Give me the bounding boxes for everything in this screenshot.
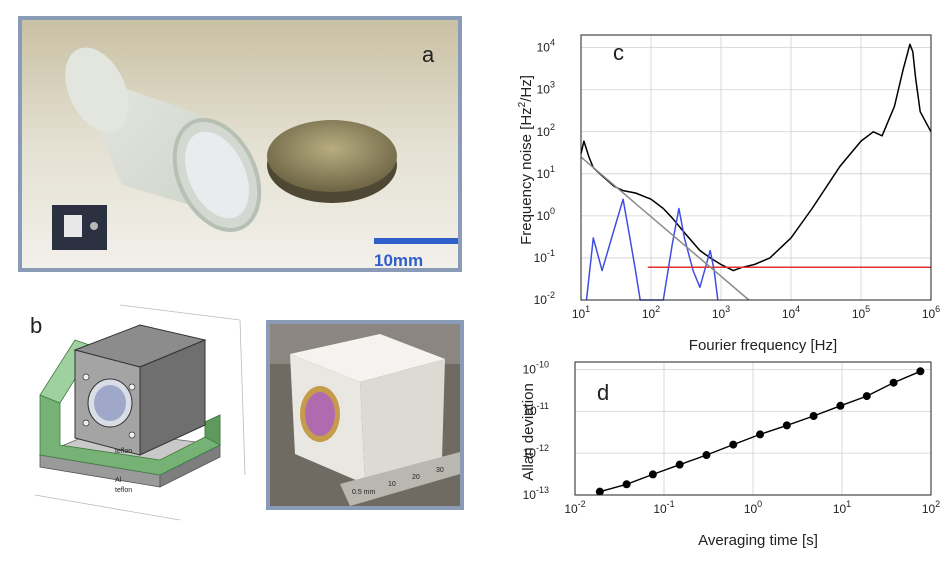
c-x-tick-label: 104 — [782, 304, 800, 321]
teflon-cube-photo: 0.5 mm 10 20 30 — [270, 324, 460, 506]
c-series-1-line — [585, 198, 719, 301]
c-y-tick-label: 101 — [537, 164, 555, 181]
d-data-point — [648, 470, 657, 479]
scale-bar-label: 10mm — [374, 251, 423, 268]
scale-bar — [374, 238, 458, 244]
d-y-tick-label: 10-12 — [523, 443, 549, 460]
label-al: Al — [115, 477, 122, 484]
chart-d: 10-2 10-1 100 101 102 10-13 10-12 10-11 10-10 A… — [520, 360, 940, 549]
c-x-tick-label: 105 — [852, 304, 870, 321]
c-y-tick-label: 102 — [537, 122, 555, 139]
cad-drawing: teflon Al teflon — [34, 304, 246, 521]
c-x-tick-label: 101 — [572, 304, 590, 321]
small-cube — [52, 205, 107, 250]
d-data-point — [729, 440, 738, 449]
c-series-0-line — [580, 43, 932, 272]
c-y-tick-label: 10-1 — [534, 248, 555, 265]
d-data-point — [595, 487, 604, 496]
c-x-tick-label: 102 — [642, 304, 660, 321]
ruler-mark-2: 20 — [412, 474, 420, 481]
c-x-tick-label: 106 — [922, 304, 940, 321]
chart-d-grid — [574, 362, 932, 496]
d-data-point — [782, 421, 791, 430]
d-data-point — [622, 480, 631, 489]
coin — [267, 120, 397, 203]
d-data-point — [756, 430, 765, 439]
chart-c-x-ticks: 101 102 103 104 105 106 — [572, 304, 940, 321]
panel-a-photo: 10mm a — [18, 16, 462, 272]
c-y-tick-label: 103 — [537, 80, 555, 97]
d-data-point — [862, 392, 871, 401]
chart-d-x-ticks: 10-2 10-1 100 101 102 — [564, 499, 940, 516]
c-y-tick-label: 100 — [537, 206, 555, 223]
chart-d-xlabel: Averaging time [s] — [698, 532, 818, 549]
chart-d-frame — [574, 361, 932, 496]
panel-letter-c: c — [613, 40, 624, 65]
label-teflon-front: teflon — [115, 448, 132, 455]
chart-c-xlabel: Fourier frequency [Hz] — [689, 337, 837, 354]
chart-d-ylabel: Allan deviation — [520, 383, 537, 481]
d-data-point — [836, 401, 845, 410]
c-series-3-line — [580, 156, 750, 301]
d-x-tick-label: 10-2 — [564, 499, 585, 516]
chart-c-ylabel: Frequency noise [Hz2/Hz] — [517, 75, 535, 245]
d-y-tick-label: 10-10 — [523, 360, 549, 376]
panel-letter-a: a — [422, 42, 435, 67]
d-x-tick-label: 101 — [833, 499, 851, 516]
ruler-mark-0: 0.5 mm — [352, 489, 376, 496]
panel-b-photo: 0.5 mm 10 20 30 — [266, 320, 464, 510]
d-data-point — [809, 412, 818, 421]
label-teflon-base: teflon — [115, 487, 132, 494]
d-x-tick-label: 102 — [922, 499, 940, 516]
d-data-point — [889, 378, 898, 387]
ruler-mark-3: 30 — [436, 467, 444, 474]
chart-c-series-group — [580, 43, 932, 301]
c-y-tick-label: 10-2 — [534, 290, 555, 307]
panel-a-illustration: 10mm a — [22, 20, 458, 268]
c-x-tick-label: 103 — [712, 304, 730, 321]
glass-cylinder — [65, 47, 262, 232]
ruler-mark-1: 10 — [388, 481, 396, 488]
chart-d-y-ticks: 10-13 10-12 10-11 10-10 — [523, 360, 549, 502]
panel-letter-d: d — [597, 380, 609, 405]
chart-d-series-group — [595, 367, 925, 496]
c-y-tick-label: 104 — [537, 38, 555, 55]
d-y-tick-label: 10-13 — [523, 485, 549, 502]
chart-c-y-ticks: 10-2 10-1 100 101 102 103 104 — [534, 38, 555, 307]
ruler — [340, 452, 460, 506]
d-x-tick-label: 100 — [744, 499, 762, 516]
d-y-tick-label: 10-11 — [523, 401, 549, 418]
d-data-point — [675, 460, 684, 469]
d-x-tick-label: 10-1 — [653, 499, 674, 516]
panel-letter-b: b — [30, 313, 43, 338]
d-data-point — [702, 451, 711, 460]
chart-c-frame — [580, 34, 932, 301]
chart-c: 101 102 103 104 105 106 10-210-11001011021031… — [517, 34, 940, 354]
d-data-point — [916, 367, 925, 376]
